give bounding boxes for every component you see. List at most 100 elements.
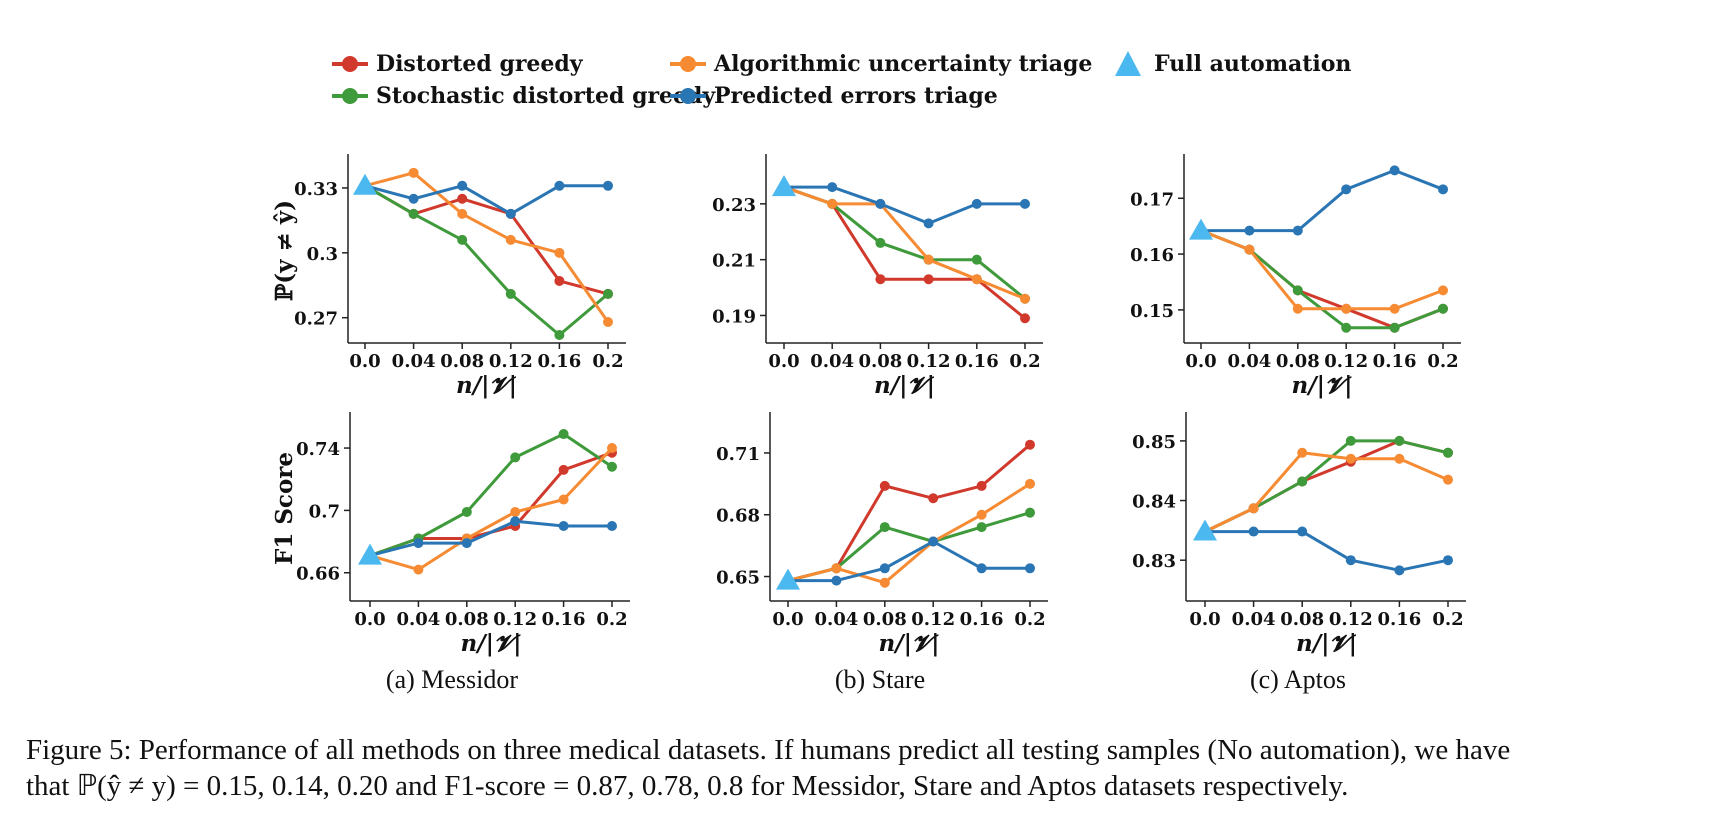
- x-tick-label: 0.04: [814, 609, 858, 630]
- data-point-algorithmic-uncertainty-triage: [554, 247, 565, 258]
- legend-label: Distorted greedy: [376, 51, 583, 77]
- y-tick-label: 0.74: [296, 439, 340, 460]
- legend-item-algorithmic-uncertainty-triage: Algorithmic uncertainty triage: [668, 48, 1092, 80]
- x-tick-label: 0.12: [1324, 351, 1368, 372]
- y-tick-label: 0.15: [1130, 301, 1174, 322]
- x-tick-label: 0.0: [1189, 609, 1220, 630]
- data-point-algorithmic-uncertainty-triage: [1443, 474, 1453, 485]
- chart-panel-messidor-error: 0.27 0.3 0.33 0.0 0.04 0.08 0.12 0.16 0.2 n/|𝓥| ℙ(…: [271, 154, 626, 399]
- data-point-predicted-errors-triage: [1389, 165, 1400, 176]
- x-tick-label: 0.16: [537, 351, 581, 372]
- data-point-predicted-errors-triage: [976, 563, 987, 574]
- data-point-predicted-errors-triage: [461, 538, 472, 549]
- full-automation-marker: [1193, 519, 1217, 541]
- legend-item-stochastic-distorted-greedy: Stochastic distorted greedy: [330, 80, 715, 112]
- data-point-stochastic-distorted-greedy: [408, 208, 419, 219]
- legend-item-predicted-errors-triage: Predicted errors triage: [668, 80, 998, 112]
- data-point-stochastic-distorted-greedy: [1345, 435, 1356, 446]
- data-point-predicted-errors-triage: [827, 182, 838, 193]
- data-point-predicted-errors-triage: [971, 198, 982, 209]
- data-point-algorithmic-uncertainty-triage: [1438, 285, 1448, 296]
- x-tick-label: 0.2: [1009, 351, 1040, 372]
- y-axis-label: F1 Score: [271, 452, 298, 565]
- chart-panel-aptos-f1: 0.83 0.84 0.85 0.0 0.04 0.08 0.12 0.16 0.2 n/|𝓥|: [1132, 412, 1466, 657]
- legend-marker-distorted-greedy: [332, 56, 368, 72]
- data-point-predicted-errors-triage: [510, 516, 521, 527]
- series-line-algorithmic-uncertainty-triage: [364, 171, 610, 323]
- x-tick-label: 0.2: [1014, 609, 1045, 630]
- data-point-algorithmic-uncertainty-triage: [1025, 478, 1035, 489]
- x-tick-label: 0.12: [493, 609, 537, 630]
- legend-item-distorted-greedy: Distorted greedy: [330, 48, 583, 80]
- data-point-distorted-greedy: [457, 193, 468, 204]
- y-tick-label: 0.83: [1132, 551, 1176, 572]
- data-point-predicted-errors-triage: [554, 180, 565, 191]
- x-tick-label: 0.12: [489, 351, 533, 372]
- data-point-algorithmic-uncertainty-triage: [1297, 447, 1308, 458]
- data-point-predicted-errors-triage: [923, 218, 934, 229]
- y-tick-label: 0.71: [716, 444, 760, 465]
- series-line-predicted-errors-triage: [369, 519, 612, 558]
- y-tick-label: 0.16: [1130, 245, 1174, 266]
- series-line-predicted-errors-triage: [788, 540, 1030, 583]
- data-point-predicted-errors-triage: [1025, 563, 1035, 574]
- full-automation-marker: [772, 175, 796, 197]
- y-tick-label: 0.23: [712, 195, 756, 216]
- legend: Distorted greedy Stochastic distorted gr…: [330, 48, 1430, 124]
- subcaption-stare: (b) Stare: [834, 665, 926, 694]
- data-point-algorithmic-uncertainty-triage: [1244, 244, 1255, 255]
- data-point-algorithmic-uncertainty-triage: [976, 509, 987, 520]
- x-tick-label: 0.0: [1185, 351, 1216, 372]
- series-line-algorithmic-uncertainty-triage: [787, 482, 1031, 585]
- x-axis-label: n/|𝓥|: [456, 372, 517, 399]
- data-point-stochastic-distorted-greedy: [875, 237, 886, 248]
- data-point-distorted-greedy: [879, 480, 890, 491]
- data-point-algorithmic-uncertainty-triage: [1292, 303, 1303, 314]
- data-point-stochastic-distorted-greedy: [879, 522, 890, 533]
- data-point-predicted-errors-triage: [879, 563, 890, 574]
- data-point-predicted-errors-triage: [505, 208, 516, 219]
- series-line-algorithmic-uncertainty-triage: [1204, 451, 1449, 533]
- y-tick-label: 0.3: [307, 244, 338, 265]
- series-line-algorithmic-uncertainty-triage: [1200, 229, 1444, 311]
- data-point-predicted-errors-triage: [1248, 526, 1259, 537]
- data-point-predicted-errors-triage: [1020, 198, 1030, 209]
- y-tick-label: 0.7: [309, 501, 340, 522]
- data-point-predicted-errors-triage: [457, 180, 468, 191]
- data-point-predicted-errors-triage: [413, 538, 424, 549]
- data-point-stochastic-distorted-greedy: [1292, 285, 1303, 296]
- y-tick-label: 0.84: [1132, 492, 1176, 513]
- x-tick-label: 0.08: [1276, 351, 1320, 372]
- data-point-predicted-errors-triage: [1297, 526, 1308, 537]
- legend-label: Full automation: [1154, 51, 1352, 77]
- legend-label: Algorithmic uncertainty triage: [714, 51, 1093, 77]
- data-point-stochastic-distorted-greedy: [554, 330, 565, 340]
- legend-marker-stochastic-distorted-greedy: [332, 88, 368, 104]
- x-tick-label: 0.08: [445, 609, 489, 630]
- data-point-predicted-errors-triage: [1394, 565, 1405, 576]
- series-line-predicted-errors-triage: [1201, 168, 1444, 233]
- data-point-algorithmic-uncertainty-triage: [558, 494, 569, 505]
- legend-marker-predicted-errors-triage: [670, 88, 706, 104]
- data-point-distorted-greedy: [1020, 313, 1030, 324]
- data-point-stochastic-distorted-greedy: [461, 506, 472, 517]
- x-axis-label: n/|𝓥|: [1291, 372, 1352, 399]
- data-point-stochastic-distorted-greedy: [1297, 476, 1308, 487]
- x-tick-label: 0.2: [1432, 609, 1463, 630]
- y-axis-label: ℙ(y ≠ ŷ): [271, 200, 298, 301]
- x-tick-label: 0.04: [396, 609, 440, 630]
- legend-marker-algorithmic-uncertainty-triage: [670, 56, 706, 72]
- data-point-algorithmic-uncertainty-triage: [1341, 303, 1352, 314]
- series-line-stochastic-distorted-greedy: [364, 184, 609, 337]
- full-automation-marker: [358, 543, 382, 565]
- data-point-predicted-errors-triage: [1341, 184, 1352, 195]
- x-tick-label: 0.12: [907, 351, 951, 372]
- x-tick-label: 0.2: [1427, 351, 1458, 372]
- data-point-stochastic-distorted-greedy: [505, 288, 516, 299]
- data-point-algorithmic-uncertainty-triage: [607, 443, 617, 454]
- y-tick-label: 0.66: [296, 564, 340, 585]
- data-point-stochastic-distorted-greedy: [1443, 447, 1453, 458]
- data-point-predicted-errors-triage: [928, 536, 939, 547]
- data-point-algorithmic-uncertainty-triage: [1389, 303, 1400, 314]
